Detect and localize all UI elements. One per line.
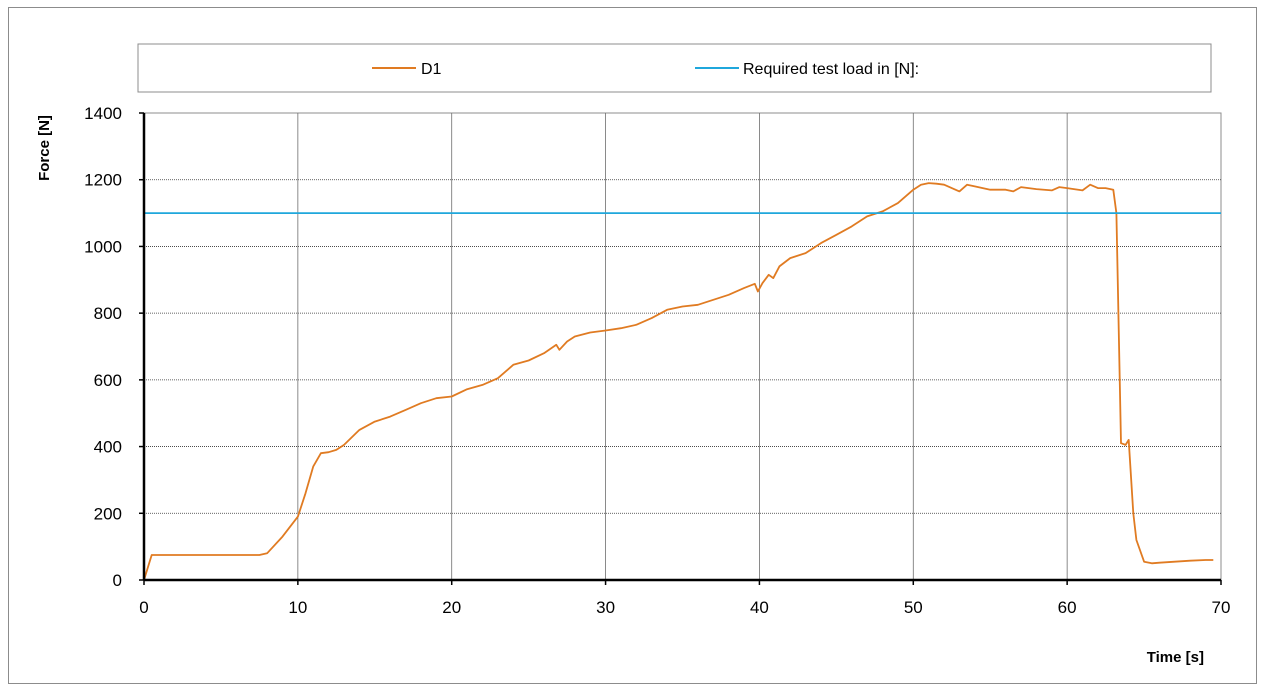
x-tick-label: 30 xyxy=(596,598,615,617)
legend-label-required-load: Required test load in [N]: xyxy=(743,61,919,78)
x-tick-label: 10 xyxy=(288,598,307,617)
y-tick-label: 600 xyxy=(94,371,122,390)
y-tick-label: 800 xyxy=(94,304,122,323)
grid-layer xyxy=(143,112,1222,581)
y-axis-title: Force [N] xyxy=(36,115,53,181)
x-tick-label: 70 xyxy=(1212,598,1231,617)
x-tick-label: 50 xyxy=(904,598,923,617)
y-tick-label: 0 xyxy=(113,571,122,590)
x-tick-label: 60 xyxy=(1058,598,1077,617)
plot-area xyxy=(143,112,1222,581)
series-layer xyxy=(143,182,1221,581)
axes-layer xyxy=(139,112,1222,585)
legend-box xyxy=(137,43,1212,93)
y-tick-label: 200 xyxy=(94,504,122,523)
x-tick-label: 0 xyxy=(139,598,148,617)
x-tick-label: 40 xyxy=(750,598,769,617)
x-tick-label: 20 xyxy=(442,598,461,617)
y-tick-label: 400 xyxy=(94,438,122,457)
x-axis-title: Time [s] xyxy=(1147,649,1204,666)
tick-labels: 0 200 400 600 800 1000 1200 1400 0 10 20 30 40 50 60 70 xyxy=(84,104,1230,617)
y-tick-label: 1400 xyxy=(84,104,122,123)
chart-frame xyxy=(8,7,1257,684)
legend-label-d1: D1 xyxy=(421,61,442,78)
y-tick-label: 1000 xyxy=(84,237,122,256)
y-tick-label: 1200 xyxy=(84,171,122,190)
series-line-d1 xyxy=(143,182,1214,581)
